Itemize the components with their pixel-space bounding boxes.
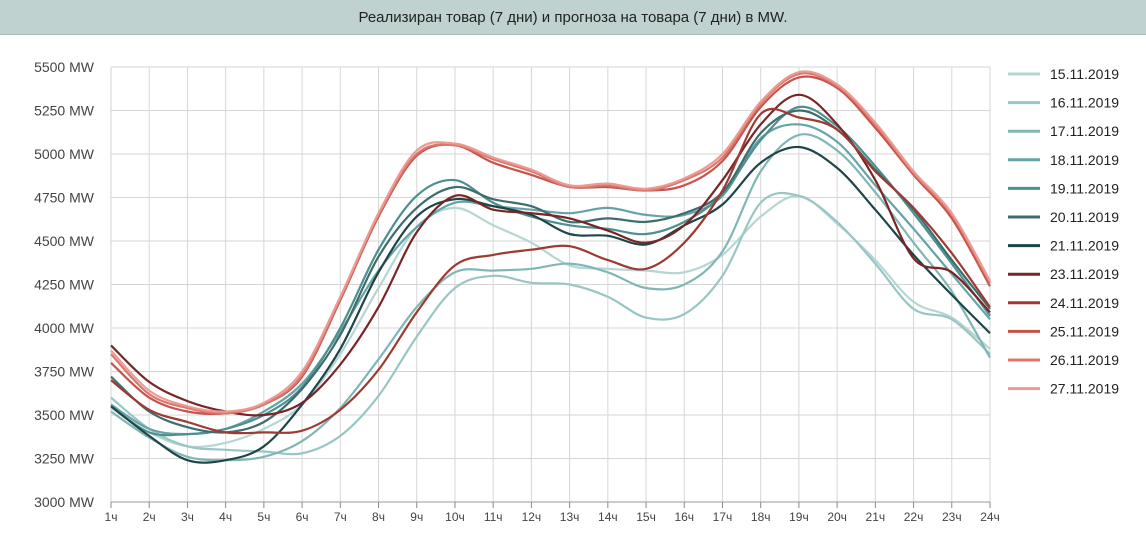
x-tick-label: 8ч xyxy=(372,510,385,524)
y-tick-label: 5500 MW xyxy=(34,59,95,75)
series-line-17.11.2019 xyxy=(110,133,991,462)
y-tick-label: 3250 MW xyxy=(34,451,95,467)
x-tick-label: 9ч xyxy=(410,510,423,524)
x-tick-label: 21ч xyxy=(866,510,886,524)
legend-label[interactable]: 25.11.2019 xyxy=(1050,323,1119,339)
x-tick-label: 19ч xyxy=(789,510,809,524)
x-tick-label: 6ч xyxy=(296,510,309,524)
series-line-24.11.2019 xyxy=(110,107,991,435)
x-tick-label: 15ч xyxy=(636,510,656,524)
x-tick-label: 13ч xyxy=(560,510,580,524)
y-axis-ticks: 3000 MW 3250 MW 3500 MW 3750 MW 4000 MW 4250 … xyxy=(34,59,95,510)
legend-label[interactable]: 20.11.2019 xyxy=(1050,209,1119,225)
y-tick-label: 3500 MW xyxy=(34,407,95,423)
series-line-18.11.2019 xyxy=(110,123,991,436)
y-tick-label: 5250 MW xyxy=(34,103,95,119)
y-tick-label: 3000 MW xyxy=(34,494,95,510)
legend-label[interactable]: 23.11.2019 xyxy=(1050,266,1119,282)
x-tick-label: 11ч xyxy=(484,510,503,524)
series-line-16.11.2019 xyxy=(110,191,991,456)
legend-label[interactable]: 24.11.2019 xyxy=(1050,295,1119,311)
x-axis-ticks: 1ч 2ч 3ч 4ч 5ч 6ч 7ч 8ч 9ч 10ч 11ч 12ч 13ч 14ч 15ч 16ч 1… xyxy=(105,510,1000,524)
series-line-26.11.2019 xyxy=(110,72,991,415)
series-line-27.11.2019 xyxy=(110,70,991,413)
y-tick-label: 5000 MW xyxy=(34,146,95,162)
y-tick-label: 3750 MW xyxy=(34,364,95,380)
series-line-21.11.2019 xyxy=(110,145,991,464)
series-line-19.11.2019 xyxy=(110,105,991,437)
x-tick-label: 16ч xyxy=(674,510,694,524)
x-tick-label: 23ч xyxy=(942,510,962,524)
x-tick-label: 4ч xyxy=(219,510,232,524)
x-tick-label: 20ч xyxy=(827,510,847,524)
x-tick-label: 5ч xyxy=(257,510,270,524)
x-tick-label: 18ч xyxy=(751,510,771,524)
x-tick-label: 2ч xyxy=(143,510,156,524)
legend-label[interactable]: 15.11.2019 xyxy=(1050,66,1119,82)
x-tick-label: 17ч xyxy=(713,510,733,524)
y-tick-label: 4750 MW xyxy=(34,190,95,206)
legend: 15.11.2019 16.11.2019 17.11.2019 18.11.2019… xyxy=(1008,66,1119,397)
x-tick-label: 10ч xyxy=(445,510,465,524)
legend-label[interactable]: 17.11.2019 xyxy=(1050,123,1119,139)
series-line-15.11.2019 xyxy=(110,194,991,449)
y-tick-label: 4250 MW xyxy=(34,277,95,293)
y-tick-label: 4000 MW xyxy=(34,320,95,336)
series-lines xyxy=(110,70,991,464)
chart-title: Реализиран товар (7 дни) и прогноза на т… xyxy=(0,0,1146,35)
y-tick-label: 4500 MW xyxy=(34,233,95,249)
legend-label[interactable]: 27.11.2019 xyxy=(1050,381,1119,397)
legend-label[interactable]: 18.11.2019 xyxy=(1050,152,1119,168)
x-tick-label: 3ч xyxy=(181,510,194,524)
legend-label[interactable]: 26.11.2019 xyxy=(1050,352,1119,368)
x-tick-label: 12ч xyxy=(522,510,542,524)
legend-label[interactable]: 19.11.2019 xyxy=(1050,180,1119,196)
x-tick-label: 7ч xyxy=(334,510,347,524)
x-tick-label: 22ч xyxy=(904,510,924,524)
legend-label[interactable]: 21.11.2019 xyxy=(1050,238,1119,254)
legend-label[interactable]: 16.11.2019 xyxy=(1050,95,1119,111)
grid-lines xyxy=(110,66,991,508)
x-tick-label: 24ч xyxy=(980,510,1000,524)
series-line-20.11.2019 xyxy=(110,109,991,434)
x-tick-label: 14ч xyxy=(598,510,618,524)
series-line-23.11.2019 xyxy=(110,93,991,417)
x-tick-label: 1ч xyxy=(105,510,118,524)
